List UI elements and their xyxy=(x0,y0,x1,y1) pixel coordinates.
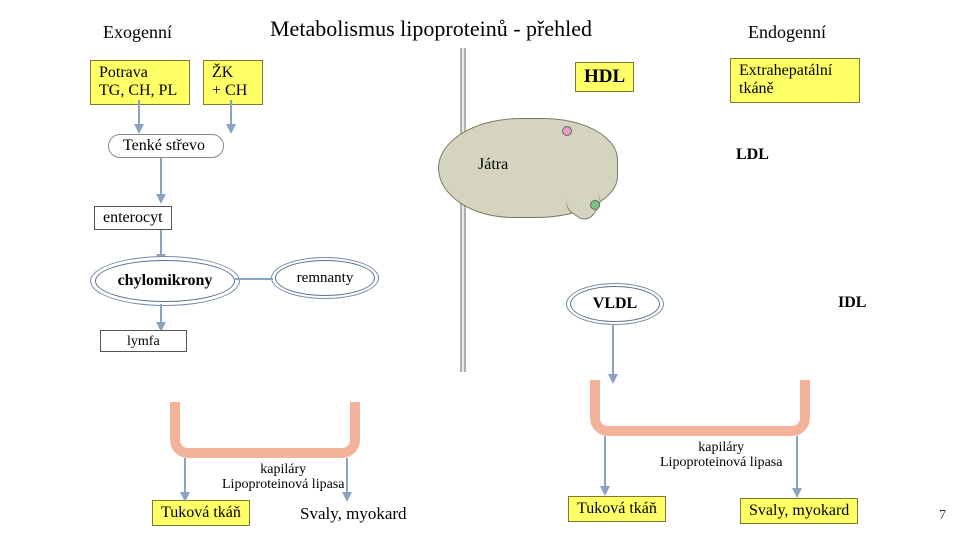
cap-left-label: kapiláry Lipoproteinová lipasa xyxy=(222,462,344,493)
jatra-label: Játra xyxy=(478,156,508,174)
vldl-ellipse: VLDL xyxy=(570,286,660,322)
potrava-box: Potrava TG, CH, PL xyxy=(90,60,190,105)
arrow-stem-vldl xyxy=(612,324,614,376)
capillary-right xyxy=(590,380,810,436)
arrow-stem-capL1 xyxy=(184,458,186,496)
chylomikrony-text: chylomikrony xyxy=(118,272,213,290)
remnanty-text: remnanty xyxy=(297,270,354,287)
exogenni-label: Exogenní xyxy=(103,22,172,43)
arrow-stem-capR1 xyxy=(604,436,606,488)
arrow-head-capL1 xyxy=(180,492,190,502)
svaly-right-text: Svaly, myokard xyxy=(749,502,849,519)
tenke-strevo-text: Tenké střevo xyxy=(123,137,205,154)
page-title: Metabolismus lipoproteinů - přehled xyxy=(270,16,592,42)
arrow-head-2 xyxy=(226,124,236,134)
liver-dot-green xyxy=(590,200,600,210)
arrow-head-vldl xyxy=(608,374,618,384)
cap-left-lpl: Lipoproteinová lipasa xyxy=(222,477,344,492)
extrahep-box: Extrahepatální tkáně xyxy=(730,58,860,103)
page-number: 7 xyxy=(939,508,946,524)
arrow-stem-1 xyxy=(138,100,140,124)
hdl-box: HDL xyxy=(575,62,634,92)
tukova-left-box: Tuková tkáň xyxy=(152,500,250,526)
liver-dot-pink xyxy=(562,126,572,136)
svaly-left-text: Svaly, myokard xyxy=(300,504,407,524)
enterocyt-text: enterocyt xyxy=(103,209,163,226)
lymfa-box: lymfa xyxy=(100,330,187,352)
arrow-head-1 xyxy=(134,124,144,134)
tukova-right-box: Tuková tkáň xyxy=(568,496,666,522)
arrow-stem-capR2 xyxy=(796,436,798,490)
arrow-stem-4 xyxy=(160,230,162,254)
chylomikrony-ellipse: chylomikrony xyxy=(95,260,235,302)
connector-chylo-remn xyxy=(235,278,273,280)
capillary-left xyxy=(170,402,360,458)
ldl-label: LDL xyxy=(736,146,769,164)
potrava-text: Potrava TG, CH, PL xyxy=(99,64,177,99)
enterocyt-box: enterocyt xyxy=(94,206,172,230)
extrahep-text: Extrahepatální tkáně xyxy=(739,62,832,97)
tenke-strevo-cyl: Tenké střevo xyxy=(108,134,224,158)
arrow-head-3 xyxy=(156,194,166,204)
remnanty-ellipse: remnanty xyxy=(275,260,375,296)
cap-right-lpl: Lipoproteinová lipasa xyxy=(660,455,782,470)
endogenni-label: Endogenní xyxy=(748,22,826,43)
arrow-stem-3 xyxy=(160,158,162,194)
arrow-stem-capL2 xyxy=(346,458,348,496)
zk-box: ŽK + CH xyxy=(203,60,263,105)
cap-right-label: kapiláry Lipoproteinová lipasa xyxy=(660,440,782,471)
arrow-head-capR2 xyxy=(792,488,802,498)
vldl-text: VLDL xyxy=(593,295,637,313)
arrow-stem-5 xyxy=(160,304,162,322)
arrow-stem-2 xyxy=(230,100,232,124)
idl-label: IDL xyxy=(838,294,866,312)
zk-text: ŽK + CH xyxy=(212,64,247,99)
diagram-stage: Exogenní Metabolismus lipoproteinů - pře… xyxy=(0,0,960,540)
tukova-right-text: Tuková tkáň xyxy=(577,500,657,517)
arrow-head-capR1 xyxy=(600,486,610,496)
cap-right-kapilary: kapiláry xyxy=(660,440,782,455)
tukova-left-text: Tuková tkáň xyxy=(161,504,241,521)
cap-left-kapilary: kapiláry xyxy=(222,462,344,477)
arrow-head-capL2 xyxy=(342,492,352,502)
hdl-text: HDL xyxy=(584,66,625,87)
lymfa-text: lymfa xyxy=(127,334,160,349)
vertical-divider xyxy=(460,48,466,372)
svaly-right-box: Svaly, myokard xyxy=(740,498,858,524)
